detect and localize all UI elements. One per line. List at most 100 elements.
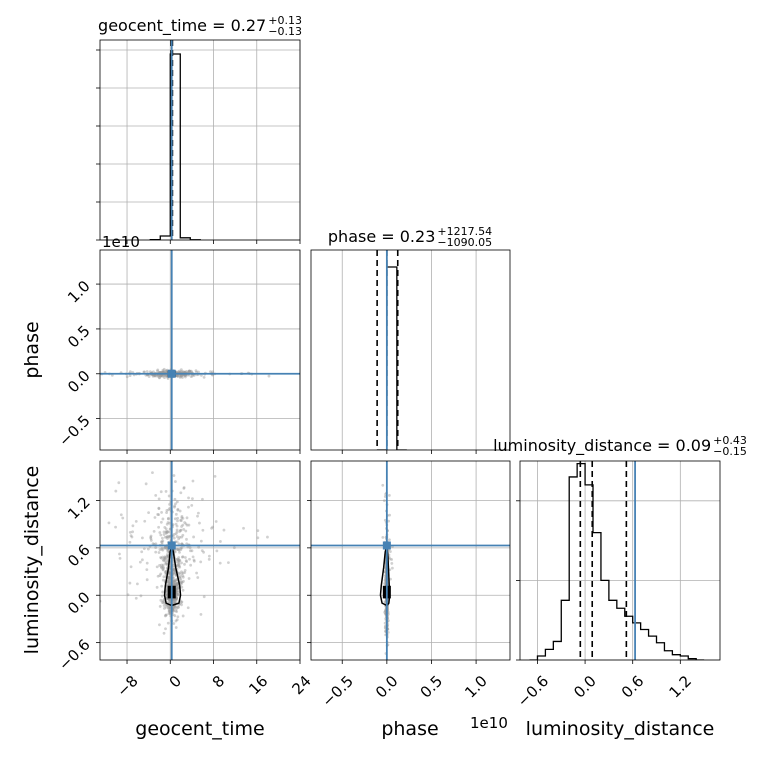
posterior-sample bbox=[167, 579, 171, 583]
posterior-sample bbox=[180, 580, 184, 584]
posterior-sample bbox=[173, 614, 177, 618]
posterior-sample bbox=[177, 537, 181, 541]
posterior-sample bbox=[160, 540, 164, 544]
posterior-sample bbox=[164, 569, 168, 573]
posterior-sample bbox=[181, 574, 185, 578]
posterior-sample bbox=[178, 375, 182, 379]
posterior-sample bbox=[168, 507, 172, 510]
posterior-sample bbox=[382, 499, 386, 502]
posterior-sample bbox=[164, 559, 168, 563]
posterior-sample bbox=[185, 542, 189, 546]
title-lower-error: −1090.05 bbox=[437, 236, 492, 249]
posterior-sample bbox=[182, 579, 185, 583]
posterior-sample bbox=[179, 368, 183, 372]
posterior-sample bbox=[174, 605, 177, 609]
posterior-sample bbox=[175, 618, 179, 622]
posterior-sample bbox=[180, 561, 183, 565]
posterior-sample bbox=[160, 565, 163, 569]
posterior-sample bbox=[202, 550, 205, 554]
posterior-sample bbox=[168, 582, 172, 585]
posterior-sample bbox=[218, 540, 222, 543]
posterior-sample bbox=[175, 593, 179, 597]
posterior-sample bbox=[173, 598, 177, 602]
posterior-sample bbox=[214, 520, 218, 523]
posterior-sample bbox=[172, 579, 176, 582]
posterior-sample bbox=[167, 576, 171, 580]
posterior-sample bbox=[158, 548, 162, 552]
posterior-sample bbox=[189, 375, 193, 379]
posterior-sample bbox=[176, 559, 180, 562]
posterior-sample bbox=[172, 600, 176, 604]
diagonal-hist-phase bbox=[310, 249, 511, 451]
posterior-sample bbox=[176, 548, 179, 551]
posterior-sample bbox=[175, 564, 179, 567]
x-tick-label: 0 bbox=[166, 672, 185, 691]
panel-title-phase: phase = 0.23 +1217.54−1090.05 bbox=[328, 225, 492, 249]
posterior-sample bbox=[181, 571, 185, 575]
posterior-sample bbox=[180, 535, 184, 539]
posterior-sample bbox=[178, 559, 182, 562]
posterior-sample bbox=[174, 600, 178, 604]
posterior-sample bbox=[197, 370, 200, 374]
posterior-sample bbox=[160, 540, 163, 544]
posterior-sample bbox=[168, 576, 171, 579]
posterior-sample bbox=[388, 513, 392, 517]
posterior-sample bbox=[179, 518, 182, 522]
posterior-sample bbox=[191, 555, 195, 559]
posterior-sample bbox=[165, 531, 169, 534]
posterior-sample bbox=[167, 609, 171, 613]
posterior-sample bbox=[188, 557, 191, 561]
posterior-sample bbox=[165, 557, 169, 561]
posterior-sample bbox=[175, 610, 179, 613]
truth-marker bbox=[167, 369, 176, 378]
posterior-sample bbox=[168, 598, 172, 602]
x-tick-label: 0.5 bbox=[417, 672, 447, 702]
diagonal-hist-geocent_time bbox=[96, 39, 301, 241]
posterior-sample bbox=[161, 374, 165, 378]
posterior-sample bbox=[175, 374, 179, 378]
posterior-sample bbox=[160, 547, 164, 551]
sample-layer bbox=[100, 461, 300, 660]
posterior-sample bbox=[172, 597, 176, 601]
posterior-sample bbox=[183, 569, 187, 572]
posterior-sample bbox=[179, 574, 182, 578]
posterior-sample bbox=[175, 547, 179, 551]
posterior-sample bbox=[142, 547, 146, 551]
x-tick-label: 0.0 bbox=[570, 672, 600, 702]
posterior-sample bbox=[181, 614, 185, 618]
posterior-sample bbox=[165, 373, 169, 377]
posterior-sample bbox=[166, 377, 170, 380]
posterior-sample bbox=[175, 591, 179, 594]
posterior-sample bbox=[266, 535, 269, 539]
posterior-sample bbox=[151, 542, 155, 546]
y-tick-label: 1.2 bbox=[64, 493, 94, 523]
posterior-sample bbox=[188, 369, 192, 373]
posterior-sample bbox=[175, 592, 179, 596]
posterior-sample bbox=[159, 374, 163, 377]
posterior-sample bbox=[142, 370, 146, 374]
posterior-sample bbox=[179, 548, 183, 552]
posterior-sample bbox=[178, 550, 181, 554]
posterior-sample bbox=[181, 376, 184, 379]
posterior-sample bbox=[165, 547, 169, 550]
posterior-sample bbox=[183, 562, 186, 566]
posterior-sample bbox=[114, 525, 117, 529]
posterior-sample bbox=[207, 557, 211, 561]
posterior-sample bbox=[172, 598, 176, 602]
posterior-sample bbox=[256, 529, 260, 533]
posterior-sample bbox=[175, 584, 179, 588]
posterior-sample bbox=[162, 631, 166, 635]
posterior-sample bbox=[173, 600, 177, 604]
axes-labels: −8 0 8 16 24 −0.5 0.0 0.5 1.0 −0.6 0.0 0.6 1.2−0.50.… bbox=[21, 233, 714, 740]
posterior-sample bbox=[187, 369, 191, 373]
y-axis-label-phase: phase bbox=[21, 321, 43, 378]
posterior-sample bbox=[163, 526, 167, 529]
posterior-sample bbox=[141, 536, 144, 540]
posterior-sample bbox=[174, 582, 177, 586]
posterior-sample bbox=[182, 486, 186, 489]
posterior-sample bbox=[183, 521, 187, 524]
posterior-sample bbox=[194, 369, 198, 373]
posterior-sample bbox=[176, 558, 180, 561]
posterior-sample bbox=[175, 374, 178, 377]
